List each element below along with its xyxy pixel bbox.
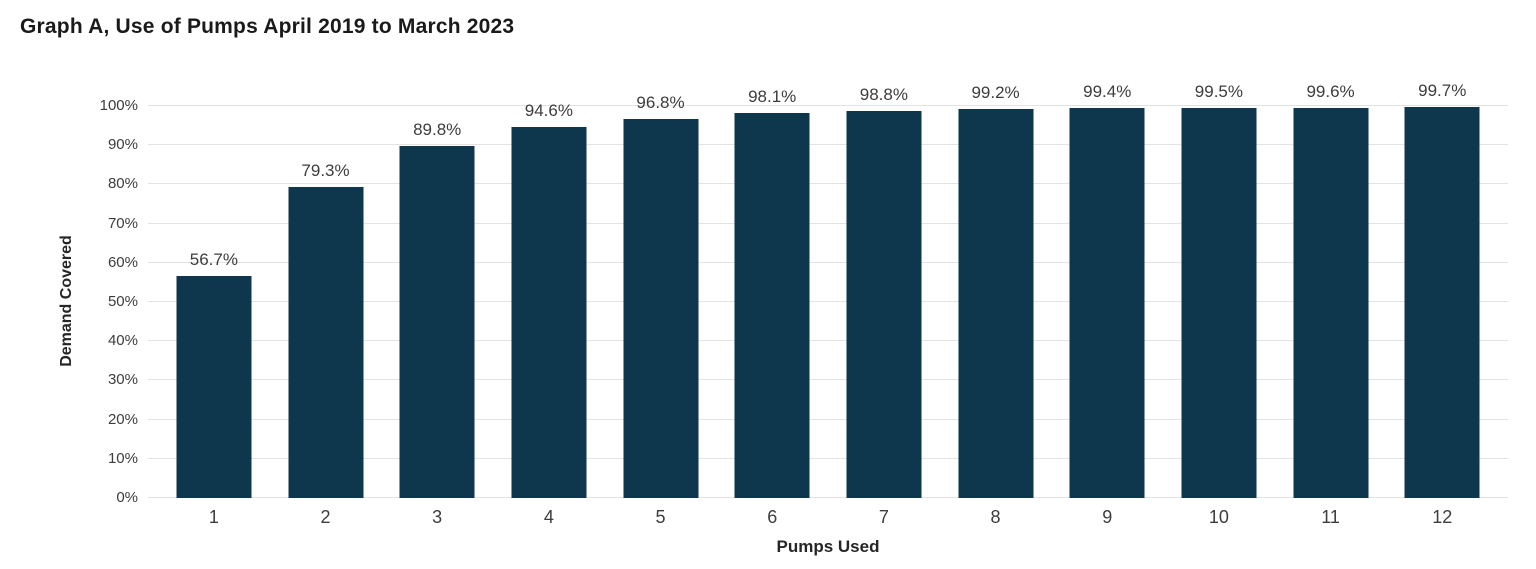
- bar-value-label: 98.8%: [859, 84, 908, 104]
- y-tick-label: 30%: [107, 371, 138, 389]
- gridline: [148, 301, 1508, 302]
- x-tick-label: 2: [320, 507, 331, 527]
- bar: [734, 113, 810, 498]
- gridline: [148, 340, 1508, 342]
- bar: [176, 275, 252, 498]
- y-tick-label: 60%: [107, 253, 138, 271]
- bar: [511, 127, 587, 498]
- bar-band: 79.3% 2: [270, 106, 382, 527]
- bar-value-label: 99.7%: [1418, 81, 1467, 101]
- plot-area: 56.7% 1 79.3% 2 89.8% 3 94.6% 4 96.8% 5 98.1% 6 98.8…: [148, 81, 1508, 527]
- gridline: [148, 418, 1508, 420]
- bar: [846, 110, 922, 498]
- x-tick-label: 11: [1321, 507, 1340, 527]
- bar-value-label: 96.8%: [636, 92, 685, 112]
- bar-value-label: 79.3%: [301, 161, 350, 181]
- bar-value-label: 89.8%: [413, 119, 462, 139]
- bar: [623, 118, 699, 498]
- bar-band: 98.1% 6: [716, 87, 828, 527]
- bar-band: 99.2% 8: [940, 83, 1052, 527]
- x-tick-label: 10: [1208, 507, 1229, 527]
- y-tick-label: 0%: [116, 489, 138, 506]
- x-tick-label: 5: [655, 507, 666, 527]
- x-tick-label: 3: [432, 507, 443, 527]
- bar-band: 94.6% 4: [493, 101, 605, 527]
- y-tick-label: 80%: [107, 175, 138, 193]
- bar-value-label: 99.6%: [1306, 81, 1355, 101]
- x-axis-title: Pumps Used: [776, 537, 880, 556]
- x-tick-label: 7: [878, 507, 889, 527]
- bar-band: 99.6% 11: [1275, 82, 1387, 527]
- x-tick-label: 4: [543, 507, 554, 527]
- bar: [958, 109, 1034, 498]
- bar-band: 99.7% 12: [1386, 81, 1498, 527]
- y-tick-label: 40%: [107, 332, 138, 350]
- bar-value-label: 56.7%: [189, 249, 238, 269]
- y-tick-label: 50%: [107, 293, 138, 310]
- gridline: [148, 144, 1508, 146]
- x-tick-label: 6: [767, 507, 778, 527]
- x-tick-label: 8: [990, 507, 1001, 527]
- bar: [1069, 108, 1145, 498]
- chart-title: Graph A, Use of Pumps April 2019 to Marc…: [20, 15, 515, 38]
- bar-value-label: 98.1%: [748, 87, 797, 107]
- gridline: [148, 105, 1508, 106]
- bar-value-label: 99.2%: [971, 83, 1020, 103]
- bar-value-label: 94.6%: [524, 101, 573, 121]
- gridline: [148, 183, 1508, 185]
- bar: [1404, 107, 1480, 498]
- bar-band: 89.8% 3: [381, 106, 493, 527]
- gridline: [148, 497, 1508, 498]
- bar-band: 99.5% 10: [1163, 82, 1275, 527]
- y-tick-label: 100%: [99, 97, 138, 114]
- bar-band: 98.8% 7: [828, 85, 940, 527]
- bar-band: 56.7% 1: [158, 106, 270, 527]
- bar: [1293, 107, 1369, 498]
- y-tick-label: 70%: [107, 214, 138, 232]
- bar-band: 96.8% 5: [605, 93, 717, 527]
- x-tick-label: 12: [1432, 507, 1453, 527]
- bar: [1181, 107, 1257, 498]
- bar-value-label: 99.5%: [1194, 81, 1243, 101]
- y-tick-label: 10%: [107, 449, 138, 467]
- bar: [288, 187, 363, 498]
- gridline: [148, 457, 1508, 459]
- bar: [399, 145, 475, 498]
- bar-band: 99.4% 9: [1051, 82, 1163, 527]
- x-tick-label: 1: [208, 507, 219, 527]
- y-tick-label: 90%: [107, 136, 138, 154]
- gridline: [148, 222, 1508, 224]
- x-tick-label: 9: [1102, 507, 1113, 527]
- y-tick-label: 20%: [107, 410, 138, 428]
- gridline: [148, 261, 1508, 263]
- gridline: [148, 379, 1508, 381]
- bar-series: 56.7% 1 79.3% 2 89.8% 3 94.6% 4 96.8% 5 98.1% 6 98.8…: [158, 81, 1498, 527]
- bar-value-label: 99.4%: [1083, 82, 1132, 102]
